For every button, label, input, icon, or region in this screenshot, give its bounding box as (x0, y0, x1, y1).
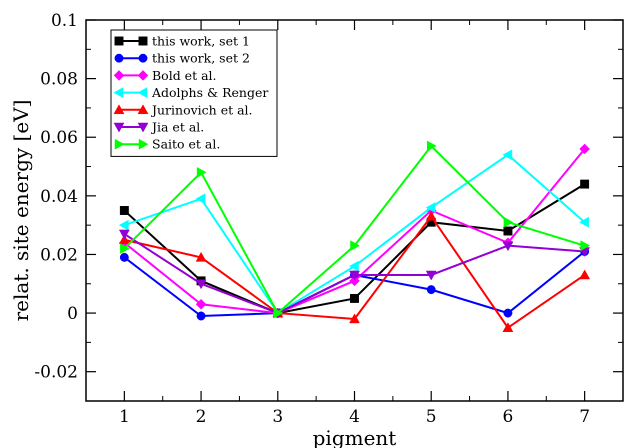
data-point (425, 210, 437, 221)
data-point (426, 140, 437, 152)
x-tick-label: 3 (272, 407, 283, 427)
legend-marker (137, 104, 149, 115)
legend-label: Jia et al. (150, 120, 204, 135)
data-point (349, 275, 360, 287)
data-point (196, 311, 206, 321)
data-point (350, 240, 361, 252)
data-point (426, 285, 436, 295)
legend-marker (137, 122, 149, 133)
legend-marker (113, 104, 125, 115)
data-point (195, 279, 207, 290)
y-tick-label: 0 (67, 304, 78, 324)
legend-entry: Jia et al. (113, 120, 204, 135)
series-2 (119, 143, 590, 319)
legend-marker (113, 87, 124, 99)
data-point (503, 226, 513, 236)
x-tick-label: 2 (196, 407, 207, 427)
data-point (502, 322, 514, 332)
legend-marker (138, 53, 148, 63)
series-layer (118, 140, 591, 332)
data-point (119, 206, 129, 215)
legend-label: this work, set 2 (152, 51, 250, 66)
legend-entry: Jurinovich et al. (113, 102, 253, 117)
data-point (119, 252, 129, 262)
legend-marker (137, 70, 149, 81)
data-point (502, 241, 514, 252)
data-point (118, 219, 129, 231)
x-tick-label: 7 (579, 407, 590, 427)
legend-entry: Adolphs & Renger (113, 85, 268, 100)
data-point (580, 179, 590, 189)
y-axis-title: relat. site energy [eV] (9, 100, 33, 322)
x-tick-label: 6 (503, 407, 514, 427)
data-point (502, 149, 513, 161)
data-point (579, 143, 590, 155)
data-point (350, 293, 359, 303)
legend-label: Bold et al. (152, 68, 217, 83)
data-point (196, 166, 207, 178)
series-line (123, 148, 586, 315)
y-tick-label: 0.04 (40, 187, 78, 207)
data-point (349, 313, 360, 324)
data-point (195, 251, 207, 262)
x-tick-label: 5 (426, 407, 437, 427)
data-point (118, 229, 130, 240)
data-point (273, 307, 284, 319)
legend-entry: Bold et al. (113, 68, 217, 83)
y-tick-label: 0.06 (40, 128, 78, 148)
legend-marker (138, 36, 148, 46)
series-line (123, 144, 585, 315)
legend: this work, set 1 this work, set 2 Bold et … (110, 29, 278, 157)
legend-entry: Saito et al. (114, 137, 220, 152)
legend-marker (113, 70, 125, 81)
y-tick-label: 0.02 (40, 245, 78, 265)
legend-marker (114, 138, 125, 150)
axes-layer: 1 2 3 4 5 6 7 -0.02 0 0.02 0.04 0.06 0.08 0.1 pigment r… (9, 11, 624, 448)
data-point (195, 298, 207, 310)
data-point (120, 243, 130, 255)
legend-marker (138, 138, 149, 150)
data-point (580, 240, 591, 252)
data-point (579, 216, 589, 228)
legend-marker (113, 122, 125, 133)
x-tick-label: 1 (119, 407, 130, 427)
data-point (579, 269, 591, 280)
legend-entry: this work, set 1 (114, 34, 250, 49)
series-4 (118, 210, 591, 332)
data-point (503, 216, 514, 228)
y-tick-label: 0.1 (51, 11, 78, 31)
legend-label: Jurinovich et al. (150, 102, 253, 117)
legend-label: Adolphs & Renger (151, 85, 268, 100)
data-point (195, 193, 206, 205)
data-point (425, 202, 436, 213)
data-point (425, 270, 437, 281)
legend-marker (137, 87, 148, 99)
data-point (348, 260, 359, 272)
y-tick-label: 0.08 (40, 70, 78, 90)
series-6 (120, 140, 591, 319)
legend-label: this work, set 1 (152, 34, 250, 49)
data-point (349, 270, 360, 281)
legend-marker (114, 53, 124, 63)
data-point (503, 308, 513, 318)
y-tick-label: -0.02 (34, 363, 78, 383)
legend-label: Saito et al. (152, 137, 220, 152)
x-axis-title: pigment (313, 426, 397, 448)
legend-entry: this work, set 2 (114, 51, 250, 66)
x-tick-label: 4 (349, 407, 360, 427)
legend-marker (114, 36, 124, 46)
series-3 (118, 149, 589, 319)
